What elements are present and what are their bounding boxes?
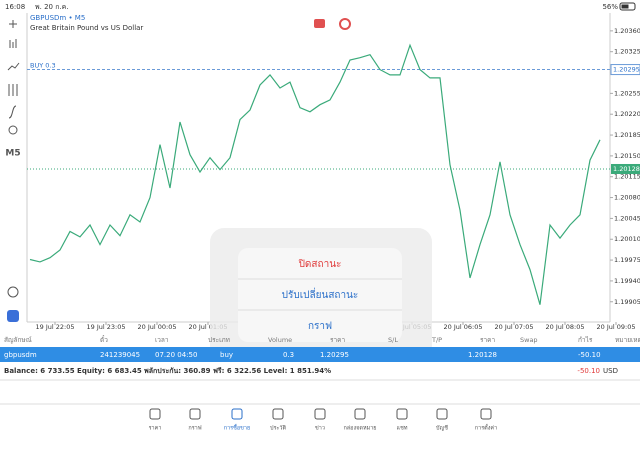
- menu-modify[interactable]: ปรับเปลี่ยนสถานะ: [282, 287, 359, 301]
- cell: -50.10: [578, 351, 601, 359]
- tab-label[interactable]: ราคา: [149, 426, 162, 432]
- x-tick-label: 20 Jul 00:05: [138, 323, 177, 331]
- price-line: [29, 43, 601, 305]
- menu-chart[interactable]: กราฟ: [308, 321, 332, 332]
- app-icon[interactable]: [7, 310, 19, 322]
- chart-type-icon[interactable]: [7, 62, 20, 71]
- cell: 1.20295: [320, 351, 349, 359]
- candles-icon[interactable]: [9, 39, 17, 48]
- cell: buy: [220, 351, 233, 359]
- tab-icon[interactable]: [396, 408, 408, 420]
- tab-icon[interactable]: [354, 408, 366, 420]
- y-tick-label: 1.20115: [614, 173, 640, 181]
- tab-label[interactable]: การซื้อขาย: [224, 424, 250, 432]
- y-tick-label: 1.20325: [614, 48, 640, 56]
- column-header: T/P: [431, 336, 442, 344]
- one-click-icon[interactable]: [314, 19, 325, 28]
- y-tick-label: 1.20255: [614, 89, 640, 97]
- tab-icon[interactable]: [149, 408, 161, 420]
- crosshair-icon[interactable]: [9, 20, 17, 28]
- column-header: ราคา: [480, 336, 495, 344]
- column-header: ราคา: [330, 336, 345, 344]
- x-tick-label: 20 Jul 07:05: [495, 323, 534, 331]
- tab-label[interactable]: ประวัติ: [270, 425, 286, 432]
- tab-label[interactable]: กราฟ: [188, 425, 201, 432]
- tab-label[interactable]: แชท: [397, 425, 408, 432]
- column-header: Volume: [268, 336, 292, 344]
- column-header: กำไร: [578, 336, 593, 344]
- y-tick-label: 1.20010: [614, 235, 640, 243]
- menu-close[interactable]: ปิดสถานะ: [298, 259, 341, 270]
- x-tick-label: 20 Jul 06:05: [444, 323, 483, 331]
- currency: USD: [603, 367, 618, 375]
- chart-description: Great Britain Pound vs US Dollar: [30, 24, 143, 32]
- cell: gbpusdm: [4, 351, 37, 359]
- context-menu: [238, 248, 402, 342]
- indicators-icon[interactable]: [8, 84, 18, 96]
- column-header: ตั๋ว: [100, 335, 108, 344]
- timeframe[interactable]: M5: [5, 149, 20, 159]
- zoom-icon[interactable]: [7, 286, 19, 298]
- cell: 1.20128: [468, 351, 497, 359]
- buy-price-box: [610, 64, 640, 76]
- function-icon[interactable]: [8, 105, 17, 119]
- battery: 56%: [602, 3, 618, 11]
- cell: 07.20 04:50: [155, 351, 197, 359]
- tab-label[interactable]: ข่าว: [315, 426, 325, 432]
- tab-label[interactable]: กล่องจดหมาย: [343, 426, 376, 432]
- column-header: หมายเหตุ: [615, 336, 640, 344]
- objects-icon[interactable]: [8, 125, 18, 135]
- y-tick-label: 1.19905: [614, 298, 640, 306]
- tab-icon[interactable]: [272, 408, 284, 420]
- cell: 241239045: [100, 351, 140, 359]
- y-tick-label: 1.20360: [614, 27, 640, 35]
- column-header: Swap: [520, 336, 538, 344]
- signal-icon[interactable]: [339, 18, 351, 30]
- status-time: 16:08: [5, 3, 25, 11]
- y-tick-label: 1.19975: [614, 256, 640, 264]
- total-profit: -50.10: [577, 367, 600, 375]
- column-header: สัญลักษณ์: [4, 336, 32, 344]
- tab-label[interactable]: การตั้งค่า: [475, 424, 497, 432]
- cell: 0.3: [283, 351, 294, 359]
- position-row[interactable]: [0, 347, 640, 362]
- current-price: 1.20128: [613, 165, 640, 173]
- balance: Balance: 6 733.55 Equity: 6 683.45 พลักป…: [4, 367, 331, 375]
- y-tick-label: 1.19940: [614, 277, 640, 285]
- battery-level: [621, 4, 629, 9]
- x-tick-label: 20 Jul 01:05: [189, 323, 228, 331]
- tab-label[interactable]: บัญชี: [436, 425, 448, 432]
- tab-icon[interactable]: [314, 408, 326, 420]
- y-tick-label: 1.20150: [614, 152, 640, 160]
- column-header: ประเภท: [208, 336, 230, 344]
- buy-price: 1.20295: [613, 66, 640, 74]
- x-tick-label: 19 Jul 23:05: [87, 323, 126, 331]
- y-tick-label: 1.20045: [614, 214, 640, 222]
- y-tick-label: 1.20080: [614, 194, 640, 202]
- x-tick-label: 19 Jul 22:05: [36, 323, 75, 331]
- tab-icon[interactable]: [436, 408, 448, 420]
- chart-symbol: GBPUSDm • M5: [30, 14, 85, 22]
- y-tick-label: 1.20220: [614, 110, 640, 118]
- tab-icon[interactable]: [231, 408, 243, 420]
- y-tick-label: 1.20185: [614, 131, 640, 139]
- battery-icon: [619, 2, 636, 11]
- x-tick-label: 20 Jul 08:05: [546, 323, 585, 331]
- buy-label: BUY 0.3: [30, 62, 56, 70]
- tab-icon[interactable]: [189, 408, 201, 420]
- x-tick-label: 20 Jul 09:05: [597, 323, 636, 331]
- tab-icon[interactable]: [480, 408, 492, 420]
- column-header: S/L: [388, 336, 398, 344]
- status-date: พ. 20 ก.ค.: [35, 3, 69, 11]
- current-price-box: [611, 163, 640, 174]
- column-header: เวลา: [155, 336, 169, 344]
